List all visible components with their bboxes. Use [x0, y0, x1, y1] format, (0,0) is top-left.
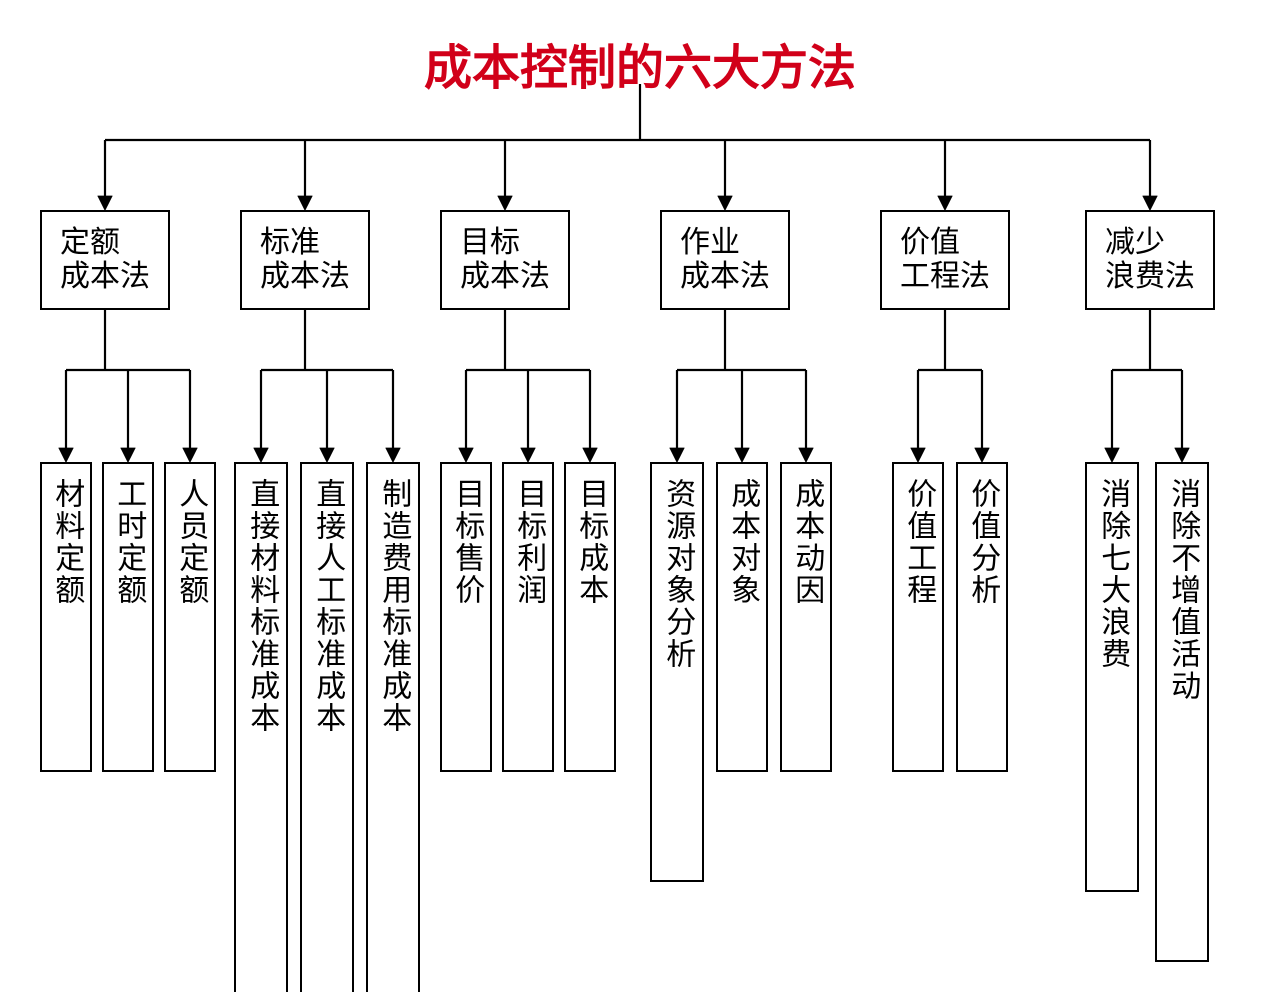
level2-box-4-0: 价值工程 [892, 462, 944, 772]
level2-label: 资源对象分析 [660, 478, 695, 670]
level1-box-3: 作业成本法 [660, 210, 790, 310]
level2-label: 价值分析 [965, 478, 1000, 606]
level2-box-0-2: 人员定额 [164, 462, 216, 772]
level2-label: 消除不增值活动 [1165, 478, 1200, 702]
level2-label: 目标利润 [511, 478, 546, 606]
level1-label: 定额成本法 [60, 226, 150, 295]
diagram-title: 成本控制的六大方法 [424, 28, 856, 98]
level2-box-1-1: 直接人工标准成本 [300, 462, 354, 992]
level2-box-2-0: 目标售价 [440, 462, 492, 772]
level2-label: 目标成本 [573, 478, 608, 606]
level2-box-4-1: 价值分析 [956, 462, 1008, 772]
level2-box-1-0: 直接材料标准成本 [234, 462, 288, 992]
level2-label: 材料定额 [49, 478, 84, 606]
level1-label: 标准成本法 [260, 226, 350, 295]
level2-box-3-0: 资源对象分析 [650, 462, 704, 882]
level1-label: 目标成本法 [460, 226, 550, 295]
level2-box-0-1: 工时定额 [102, 462, 154, 772]
level1-box-1: 标准成本法 [240, 210, 370, 310]
level2-label: 目标售价 [449, 478, 484, 606]
level2-label: 直接材料标准成本 [244, 478, 279, 734]
level2-label: 人员定额 [173, 478, 208, 606]
level2-box-3-1: 成本对象 [716, 462, 768, 772]
level2-box-1-2: 制造费用标准成本 [366, 462, 420, 992]
level2-box-5-0: 消除七大浪费 [1085, 462, 1139, 892]
level2-label: 制造费用标准成本 [376, 478, 411, 734]
level1-box-5: 减少浪费法 [1085, 210, 1215, 310]
level1-label: 作业成本法 [680, 226, 770, 295]
level1-box-0: 定额成本法 [40, 210, 170, 310]
level2-label: 成本对象 [725, 478, 760, 606]
level2-box-2-2: 目标成本 [564, 462, 616, 772]
level2-label: 消除七大浪费 [1095, 478, 1130, 670]
level2-box-0-0: 材料定额 [40, 462, 92, 772]
level2-box-3-2: 成本动因 [780, 462, 832, 772]
diagram-canvas: 成本控制的六大方法定额成本法材料定额工时定额人员定额 标准成本法直接材料标准成本直… [0, 0, 1280, 992]
level1-label: 价值工程法 [900, 226, 990, 295]
level2-label: 直接人工标准成本 [310, 478, 345, 734]
level2-label: 成本动因 [789, 478, 824, 606]
level2-box-2-1: 目标利润 [502, 462, 554, 772]
level1-box-2: 目标成本法 [440, 210, 570, 310]
level2-label: 价值工程 [901, 478, 936, 606]
level1-label: 减少浪费法 [1105, 226, 1195, 295]
level2-label: 工时定额 [111, 478, 146, 606]
level2-box-5-1: 消除不增值活动 [1155, 462, 1209, 962]
level1-box-4: 价值工程法 [880, 210, 1010, 310]
